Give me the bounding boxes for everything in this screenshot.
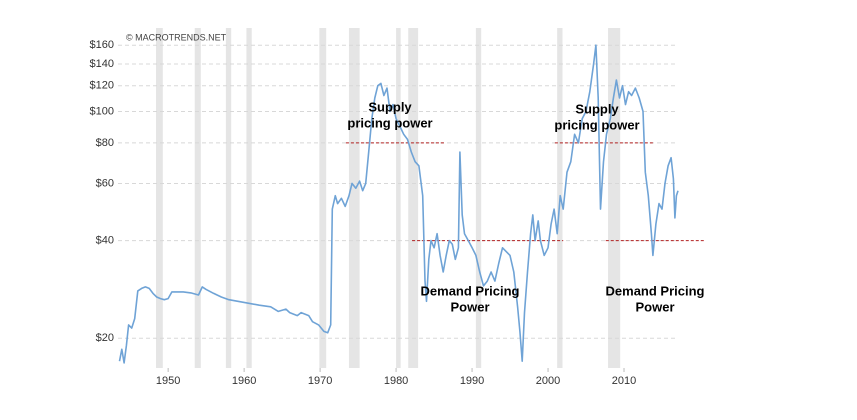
x-tick-label: 2010	[612, 375, 636, 387]
x-tick-label: 2000	[536, 375, 560, 387]
annotation: Demand Pricing	[606, 283, 705, 298]
recession-band	[246, 28, 252, 368]
annotation: pricing power	[554, 117, 639, 132]
y-tick-label: $80	[96, 137, 114, 149]
x-tick-label: 1980	[384, 375, 408, 387]
annotation: Demand Pricing	[421, 283, 520, 298]
annotation: Power	[450, 299, 489, 314]
recession-band	[155, 28, 163, 368]
annotation: Supply	[368, 99, 412, 114]
x-tick-label: 1950	[156, 375, 180, 387]
recession-band	[608, 28, 621, 368]
x-tick-label: 1970	[308, 375, 332, 387]
x-tick-label: 1960	[232, 375, 256, 387]
watermark: © MACROTRENDS.NET	[126, 32, 227, 42]
recession-band	[319, 28, 327, 368]
recession-band	[396, 28, 401, 368]
y-tick-label: $40	[96, 235, 114, 247]
y-tick-label: $60	[96, 177, 114, 189]
recession-band	[348, 28, 360, 368]
y-tick-label: $120	[90, 80, 114, 92]
recession-band	[194, 28, 201, 368]
y-tick-label: $140	[90, 58, 114, 70]
annotation: Power	[635, 299, 674, 314]
y-tick-label: $20	[96, 332, 114, 344]
annotation: pricing power	[347, 115, 432, 130]
recession-band	[475, 28, 482, 368]
y-tick-label: $160	[90, 39, 114, 51]
price-line	[118, 44, 679, 364]
annotation: Supply	[575, 101, 619, 116]
x-tick-label: 1990	[460, 375, 484, 387]
recession-band	[408, 28, 419, 368]
recession-band	[225, 28, 232, 368]
y-tick-label: $100	[90, 105, 114, 117]
